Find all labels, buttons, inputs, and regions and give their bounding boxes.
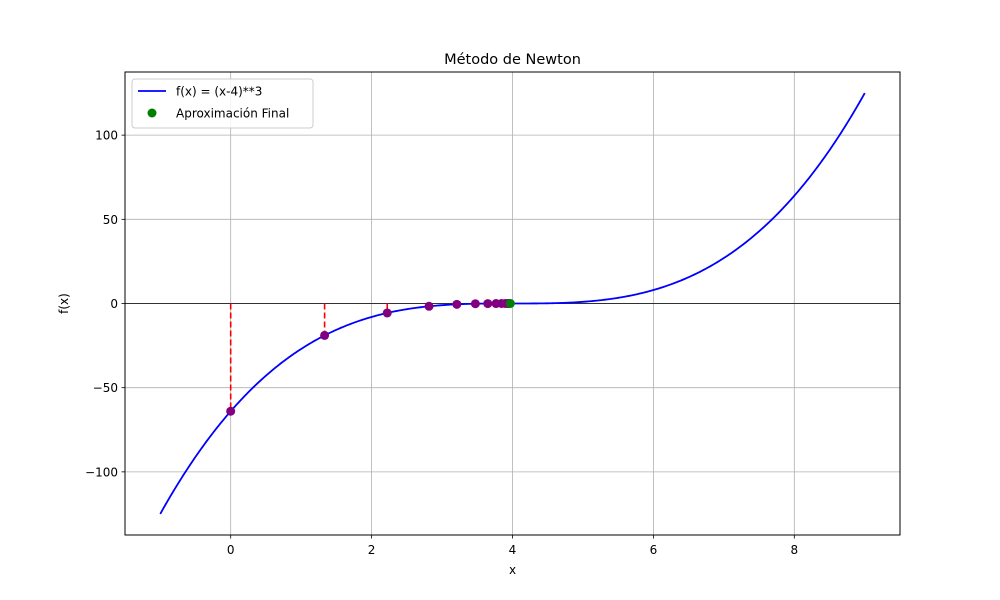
y-tick-label: −50 [93,381,118,395]
x-tick-label: 2 [368,543,376,557]
y-axis-label: f(x) [57,293,71,314]
legend-label-function: f(x) = (x-4)**3 [176,85,262,99]
iteration-point [483,299,493,309]
legend: f(x) = (x-4)**3 Aproximación Final [131,78,314,129]
y-tick-label: 100 [95,129,118,143]
iteration-point [320,330,330,340]
iteration-point [424,301,434,311]
series-layer [125,92,900,515]
final-approximation-point [505,299,515,308]
y-tick-label: −100 [85,465,118,479]
iteration-point [226,406,236,416]
iteration-point [452,299,462,309]
x-axis-label: x [509,563,516,577]
iteration-point [382,308,392,318]
x-tick-label: 6 [650,543,658,557]
x-tick-label: 4 [509,543,517,557]
axis-ticks: 0 2 4 6 8 −100 −50 0 50 100 [85,129,798,557]
legend-label-final: Aproximación Final [176,107,289,121]
legend-box [131,78,314,129]
iteration-point [470,299,480,309]
chart-title: Método de Newton [444,52,581,68]
x-tick-label: 0 [227,543,235,557]
legend-dot-swatch [147,108,157,118]
y-tick-label: 0 [110,297,118,311]
y-tick-label: 50 [103,213,118,227]
x-tick-label: 8 [790,543,798,557]
